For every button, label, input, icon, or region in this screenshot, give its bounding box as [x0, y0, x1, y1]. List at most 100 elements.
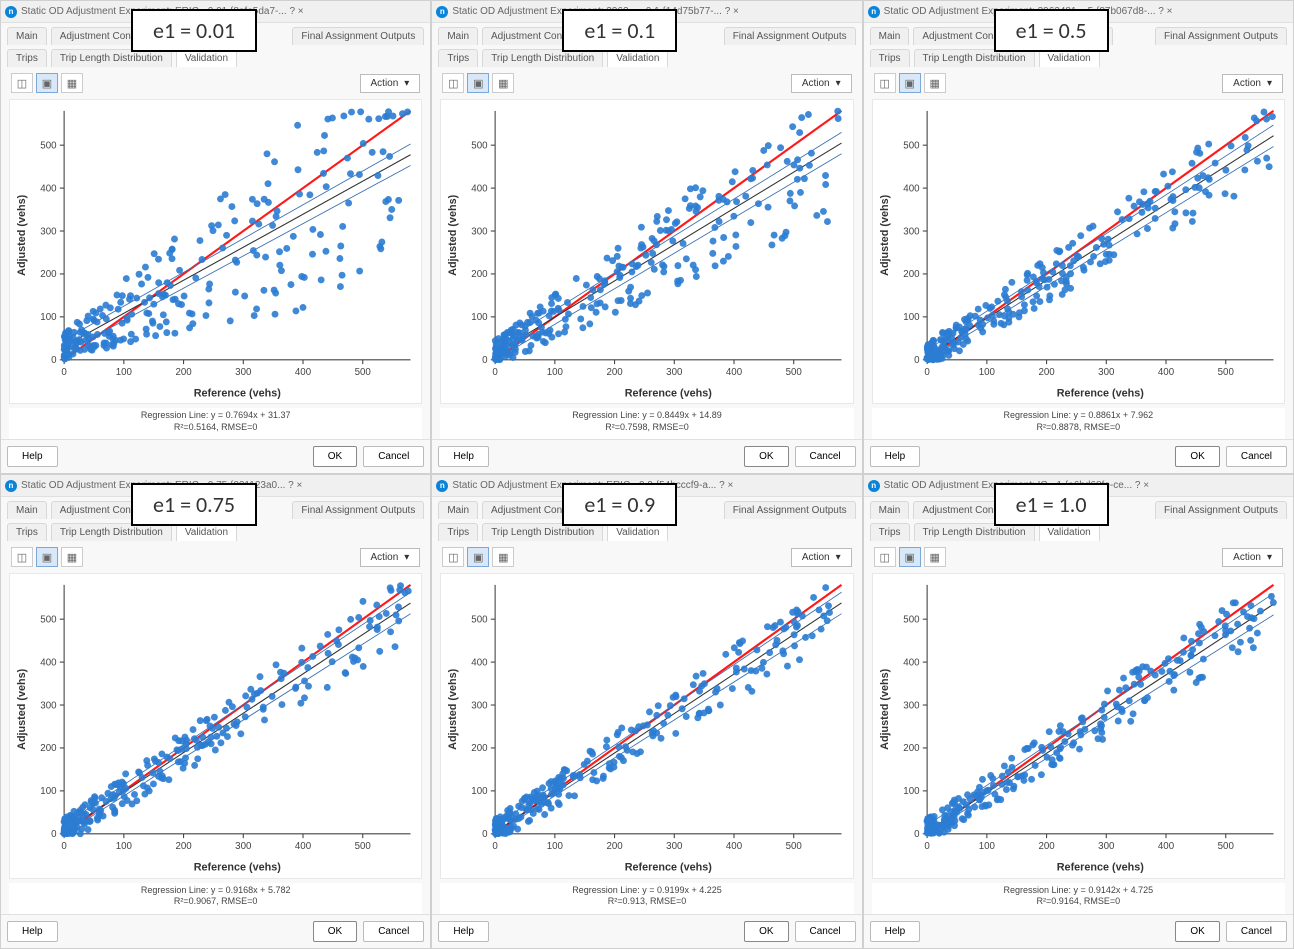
svg-text:0: 0	[482, 830, 488, 841]
tab-final-assignment[interactable]: Final Assignment Outputs	[1155, 27, 1287, 45]
svg-text:500: 500	[903, 140, 920, 151]
svg-text:300: 300	[40, 701, 57, 712]
help-button[interactable]: Help	[870, 446, 921, 467]
svg-text:300: 300	[472, 701, 489, 712]
ok-button[interactable]: OK	[313, 921, 357, 942]
svg-text:400: 400	[903, 658, 920, 669]
chevron-down-icon: ▾	[1267, 78, 1272, 89]
help-button[interactable]: Help	[870, 921, 921, 942]
overlay-label: e1 = 0.01	[131, 9, 257, 52]
help-button[interactable]: Help	[438, 446, 489, 467]
tool-btn-3[interactable]: ▦	[61, 547, 83, 567]
tab-final-assignment[interactable]: Final Assignment Outputs	[292, 501, 424, 519]
tab-main[interactable]: Main	[870, 501, 910, 519]
svg-text:100: 100	[472, 312, 489, 323]
help-button[interactable]: Help	[438, 921, 489, 942]
svg-text:Adjusted (vehs): Adjusted (vehs)	[879, 669, 891, 751]
tool-btn-1[interactable]: ◫	[11, 547, 33, 567]
tool-btn-2[interactable]: ▣	[899, 547, 921, 567]
experiment-window: e1 = 0.1 n Static OD Adjustment Experime…	[431, 0, 862, 474]
tab-final-assignment[interactable]: Final Assignment Outputs	[1155, 501, 1287, 519]
tool-btn-2[interactable]: ▣	[36, 73, 58, 93]
tab-main[interactable]: Main	[7, 501, 47, 519]
ok-button[interactable]: OK	[1175, 446, 1219, 467]
tool-btn-2[interactable]: ▣	[36, 547, 58, 567]
cancel-button[interactable]: Cancel	[795, 921, 856, 942]
svg-text:400: 400	[295, 367, 312, 378]
app-icon: n	[436, 480, 448, 492]
chevron-down-icon: ▾	[1267, 552, 1272, 563]
svg-text:0: 0	[924, 841, 930, 852]
scatter-chart: 00100100200200300300400400500500Referenc…	[441, 100, 852, 403]
svg-text:100: 100	[116, 841, 133, 852]
help-button[interactable]: Help	[7, 921, 58, 942]
tab-trips[interactable]: Trips	[7, 523, 47, 541]
action-dropdown[interactable]: Action▾	[1222, 74, 1283, 93]
tool-btn-1[interactable]: ◫	[874, 73, 896, 93]
svg-text:400: 400	[472, 658, 489, 669]
tab-trips[interactable]: Trips	[870, 523, 910, 541]
svg-text:Adjusted (vehs): Adjusted (vehs)	[16, 669, 28, 751]
svg-text:Reference (vehs): Reference (vehs)	[194, 388, 282, 400]
tool-btn-3[interactable]: ▦	[924, 73, 946, 93]
app-icon: n	[5, 480, 17, 492]
action-dropdown[interactable]: Action▾	[360, 74, 421, 93]
tab-trips[interactable]: Trips	[438, 523, 478, 541]
svg-text:0: 0	[493, 841, 499, 852]
experiment-window: e1 = 0.9 n Static OD Adjustment Experime…	[431, 474, 862, 948]
tab-trips[interactable]: Trips	[7, 49, 47, 67]
tool-btn-2[interactable]: ▣	[467, 547, 489, 567]
tool-btn-3[interactable]: ▦	[924, 547, 946, 567]
tool-btn-1[interactable]: ◫	[11, 73, 33, 93]
tool-btn-2[interactable]: ▣	[467, 73, 489, 93]
ok-button[interactable]: OK	[1175, 921, 1219, 942]
tab-main[interactable]: Main	[438, 27, 478, 45]
app-icon: n	[868, 480, 880, 492]
ok-button[interactable]: OK	[313, 446, 357, 467]
svg-text:Reference (vehs): Reference (vehs)	[1056, 862, 1144, 874]
svg-text:500: 500	[40, 615, 57, 626]
svg-text:200: 200	[1038, 841, 1055, 852]
ok-button[interactable]: OK	[744, 446, 788, 467]
svg-text:500: 500	[472, 140, 489, 151]
tab-main[interactable]: Main	[438, 501, 478, 519]
tool-btn-1[interactable]: ◫	[874, 547, 896, 567]
tool-btn-2[interactable]: ▣	[899, 73, 921, 93]
help-button[interactable]: Help	[7, 446, 58, 467]
tab-final-assignment[interactable]: Final Assignment Outputs	[724, 27, 856, 45]
svg-text:0: 0	[61, 841, 67, 852]
action-dropdown[interactable]: Action▾	[360, 548, 421, 567]
tool-btn-3[interactable]: ▦	[492, 73, 514, 93]
svg-text:400: 400	[472, 183, 489, 194]
tool-btn-3[interactable]: ▦	[492, 547, 514, 567]
tool-btn-3[interactable]: ▦	[61, 73, 83, 93]
svg-text:500: 500	[786, 841, 803, 852]
svg-text:100: 100	[978, 841, 995, 852]
svg-text:200: 200	[607, 367, 624, 378]
action-dropdown[interactable]: Action▾	[791, 548, 852, 567]
svg-text:300: 300	[40, 226, 57, 237]
ok-button[interactable]: OK	[744, 921, 788, 942]
tool-btn-1[interactable]: ◫	[442, 547, 464, 567]
cancel-button[interactable]: Cancel	[795, 446, 856, 467]
svg-text:200: 200	[607, 841, 624, 852]
cancel-button[interactable]: Cancel	[363, 446, 424, 467]
action-dropdown[interactable]: Action▾	[791, 74, 852, 93]
tab-trips[interactable]: Trips	[870, 49, 910, 67]
tab-final-assignment[interactable]: Final Assignment Outputs	[724, 501, 856, 519]
cancel-button[interactable]: Cancel	[363, 921, 424, 942]
tab-final-assignment[interactable]: Final Assignment Outputs	[292, 27, 424, 45]
svg-text:Adjusted (vehs): Adjusted (vehs)	[16, 194, 28, 276]
tool-btn-1[interactable]: ◫	[442, 73, 464, 93]
experiment-window: e1 = 0.75 n Static OD Adjustment Experim…	[0, 474, 431, 948]
svg-text:500: 500	[355, 367, 372, 378]
tab-main[interactable]: Main	[870, 27, 910, 45]
cancel-button[interactable]: Cancel	[1226, 446, 1287, 467]
svg-text:400: 400	[1158, 841, 1175, 852]
svg-text:100: 100	[472, 787, 489, 798]
svg-text:100: 100	[547, 367, 564, 378]
tab-trips[interactable]: Trips	[438, 49, 478, 67]
tab-main[interactable]: Main	[7, 27, 47, 45]
action-dropdown[interactable]: Action▾	[1222, 548, 1283, 567]
cancel-button[interactable]: Cancel	[1226, 921, 1287, 942]
